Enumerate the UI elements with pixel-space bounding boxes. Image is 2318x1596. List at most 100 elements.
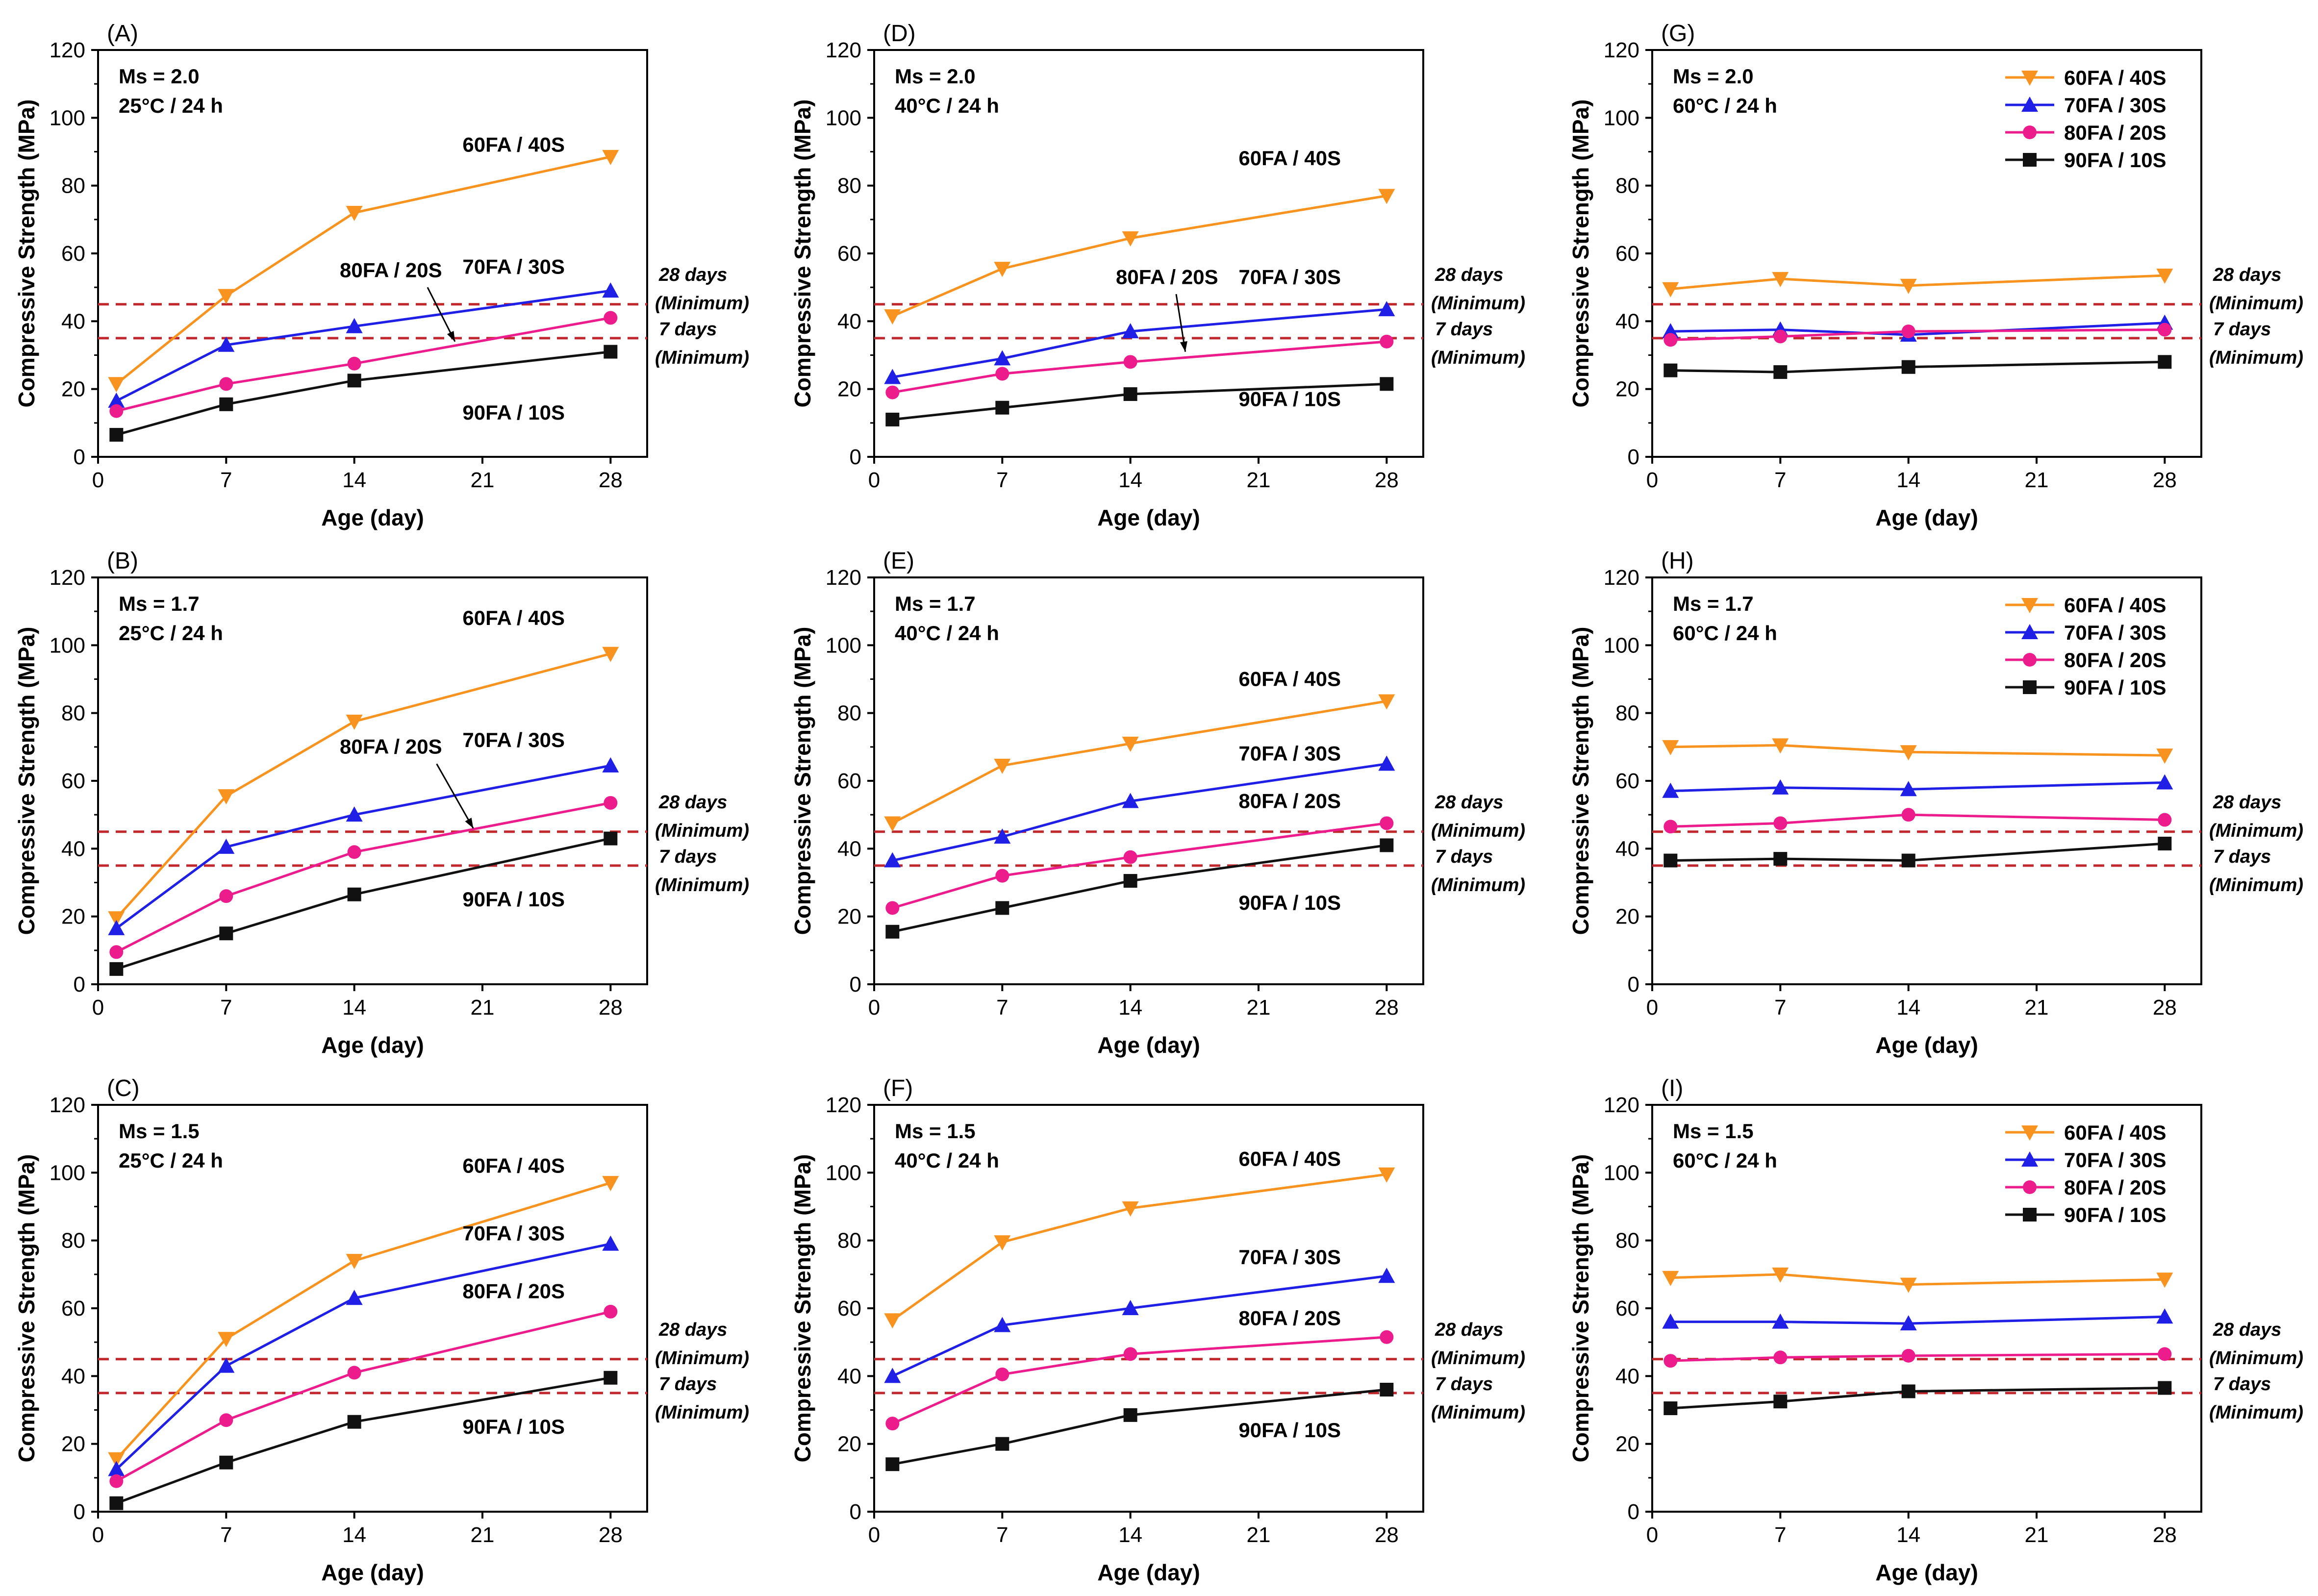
data-point xyxy=(346,318,363,333)
x-tick-label: 28 xyxy=(2153,996,2177,1020)
data-point xyxy=(109,404,124,418)
y-axis-label: Compressive Strength (MPa) xyxy=(14,100,39,408)
data-point xyxy=(994,758,1011,774)
data-point xyxy=(109,962,124,976)
series-annotation: 60FA / 40S xyxy=(462,606,565,629)
y-tick-label: 20 xyxy=(1615,905,1639,929)
x-axis-label: Age (day) xyxy=(321,1560,424,1585)
data-point xyxy=(1773,852,1788,866)
data-point xyxy=(2156,268,2173,284)
series-60fa-40s xyxy=(1662,738,2173,764)
reference-label: 7 days xyxy=(1435,847,1493,867)
y-axis-label: Compressive Strength (MPa) xyxy=(790,1154,815,1463)
y-tick-label: 20 xyxy=(837,1432,861,1456)
legend-marker xyxy=(2021,1151,2038,1167)
reference-label: (Minimum) xyxy=(655,348,749,368)
y-tick-label: 40 xyxy=(1615,837,1639,861)
x-tick-label: 14 xyxy=(1118,468,1142,492)
y-tick-label: 0 xyxy=(74,973,85,997)
data-point xyxy=(219,889,233,903)
x-tick-label: 0 xyxy=(868,468,880,492)
data-point xyxy=(884,1368,901,1383)
series-line xyxy=(116,316,611,413)
reference-label: 28 days xyxy=(2213,265,2281,285)
series-70fa-30s xyxy=(108,282,619,408)
panel-f: 0 20 40 60 80 100 120 0 7 14 21 28 Age (day) Compress… xyxy=(790,1075,1525,1585)
y-tick-label: 0 xyxy=(850,1500,861,1524)
data-point xyxy=(1662,782,1679,798)
series-line xyxy=(116,350,611,436)
data-point xyxy=(2158,1347,2172,1361)
legend-entry: 80FA / 20S xyxy=(2064,1176,2167,1199)
legend-marker xyxy=(2021,1125,2038,1141)
y-tick-label: 60 xyxy=(1615,242,1639,266)
x-tick-label: 21 xyxy=(1247,1523,1271,1547)
legend-marker xyxy=(2023,680,2037,694)
y-axis-label: Compressive Strength (MPa) xyxy=(14,1154,39,1463)
legend-entry: 90FA / 10S xyxy=(2064,1203,2167,1226)
y-tick-label: 120 xyxy=(1604,566,1639,590)
series-70fa-30s xyxy=(884,1268,1395,1383)
annotation-arrowhead xyxy=(465,818,474,828)
panel-label: (E) xyxy=(883,548,914,574)
y-tick-label: 20 xyxy=(837,905,861,929)
data-point xyxy=(885,901,900,915)
legend-marker xyxy=(2021,97,2038,112)
data-point xyxy=(994,828,1011,844)
reference-label: (Minimum) xyxy=(655,1402,749,1423)
panel-d: 0 20 40 60 80 100 120 0 7 14 21 28 Age (day) Compress… xyxy=(790,21,1525,530)
x-tick-label: 7 xyxy=(996,1523,1008,1547)
series-60fa-40s xyxy=(108,647,619,927)
y-tick-label: 100 xyxy=(1604,1161,1639,1185)
reference-label: (Minimum) xyxy=(2209,821,2303,841)
data-point xyxy=(1900,278,1917,294)
reference-label: 7 days xyxy=(2213,1374,2271,1395)
data-point xyxy=(1663,820,1678,834)
series-line xyxy=(116,1376,611,1505)
data-point xyxy=(1380,816,1394,830)
series-60fa-40s xyxy=(1662,1267,2173,1293)
panel-label: (C) xyxy=(107,1075,140,1101)
series-70fa-30s xyxy=(108,1235,619,1476)
reference-label: (Minimum) xyxy=(2209,875,2303,896)
series-line xyxy=(892,1388,1387,1466)
x-tick-label: 14 xyxy=(342,468,366,492)
data-point xyxy=(108,392,125,408)
y-tick-label: 40 xyxy=(837,1364,861,1388)
data-point xyxy=(218,838,235,854)
data-point xyxy=(1773,1395,1788,1409)
data-point xyxy=(347,1366,361,1380)
annotation-arrowhead xyxy=(447,330,455,342)
series-line xyxy=(1670,813,2165,828)
data-point xyxy=(1380,838,1394,852)
data-point xyxy=(1773,365,1788,379)
series-line xyxy=(1670,1387,2165,1410)
y-tick-label: 120 xyxy=(826,1093,861,1117)
y-tick-label: 40 xyxy=(837,309,861,333)
reference-label: 7 days xyxy=(659,1374,717,1395)
data-point xyxy=(1380,1383,1394,1396)
data-point xyxy=(995,1437,1009,1451)
data-point xyxy=(1378,301,1395,317)
series-80fa-20s xyxy=(109,1304,618,1488)
condition-label: 25°C / 24 h xyxy=(119,94,223,117)
data-point xyxy=(1772,1267,1789,1283)
x-axis-label: Age (day) xyxy=(1875,505,1978,530)
data-point xyxy=(1773,816,1788,830)
y-tick-label: 60 xyxy=(61,769,85,793)
data-point xyxy=(885,1457,900,1471)
series-annotation: 80FA / 20S xyxy=(1238,1307,1341,1330)
y-tick-label: 40 xyxy=(61,837,85,861)
y-tick-label: 100 xyxy=(1604,633,1639,657)
data-point xyxy=(1662,1313,1679,1329)
data-point xyxy=(1123,387,1137,401)
y-tick-label: 60 xyxy=(61,1297,85,1321)
data-point xyxy=(1378,1268,1395,1283)
data-point xyxy=(1772,1313,1789,1329)
y-tick-label: 0 xyxy=(74,1500,85,1524)
series-line xyxy=(892,1336,1387,1425)
reference-label: 7 days xyxy=(1435,319,1493,340)
reference-label: (Minimum) xyxy=(655,821,749,841)
series-annotation: 80FA / 20S xyxy=(1238,789,1341,812)
reference-label: (Minimum) xyxy=(1431,1402,1525,1423)
